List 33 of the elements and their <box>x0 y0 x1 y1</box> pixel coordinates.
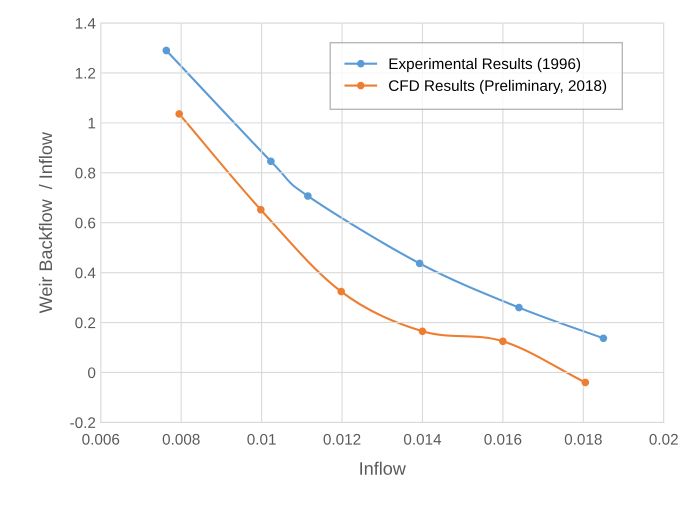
y-tick-label: -0.2 <box>70 417 96 428</box>
y-axis-title: Weir Backflow / Inflow <box>38 132 52 314</box>
point <box>600 334 608 342</box>
point <box>256 206 265 214</box>
x-tick-label: 0.01 <box>247 434 276 445</box>
point <box>175 110 184 118</box>
x-tick-label: 0.016 <box>484 434 522 445</box>
legend-label: Experimental Results (1996) <box>390 58 580 72</box>
point <box>304 192 312 200</box>
y-tick-label: 1 <box>88 118 96 128</box>
point <box>418 327 426 336</box>
x-tick-label: 0.012 <box>324 434 360 445</box>
point <box>499 337 507 346</box>
x-tick-label: 0.008 <box>162 434 200 445</box>
x-tick-label: 0.014 <box>404 434 442 445</box>
legend-label: CFD Results (Preliminary, 2018) <box>389 80 606 94</box>
point <box>416 260 424 268</box>
x-tick-label: 0.006 <box>82 434 120 445</box>
y-tick-label: 0.6 <box>75 218 96 228</box>
y-tick-label: 0.2 <box>75 317 96 328</box>
y-tick-label: 1.4 <box>76 18 96 29</box>
y-tick-label: 0 <box>88 367 96 378</box>
point <box>162 46 170 54</box>
x-tick-label: 0.018 <box>564 434 602 445</box>
y-tick-label: 0.4 <box>75 268 96 278</box>
x-tick-label: 0.02 <box>649 434 678 445</box>
point <box>515 304 523 312</box>
point <box>337 288 346 296</box>
y-tick-label: 1.2 <box>76 68 96 78</box>
point <box>581 378 590 386</box>
point <box>267 158 275 166</box>
y-tick-label: 0.8 <box>75 168 96 178</box>
x-axis-title: Inflow <box>360 462 406 475</box>
